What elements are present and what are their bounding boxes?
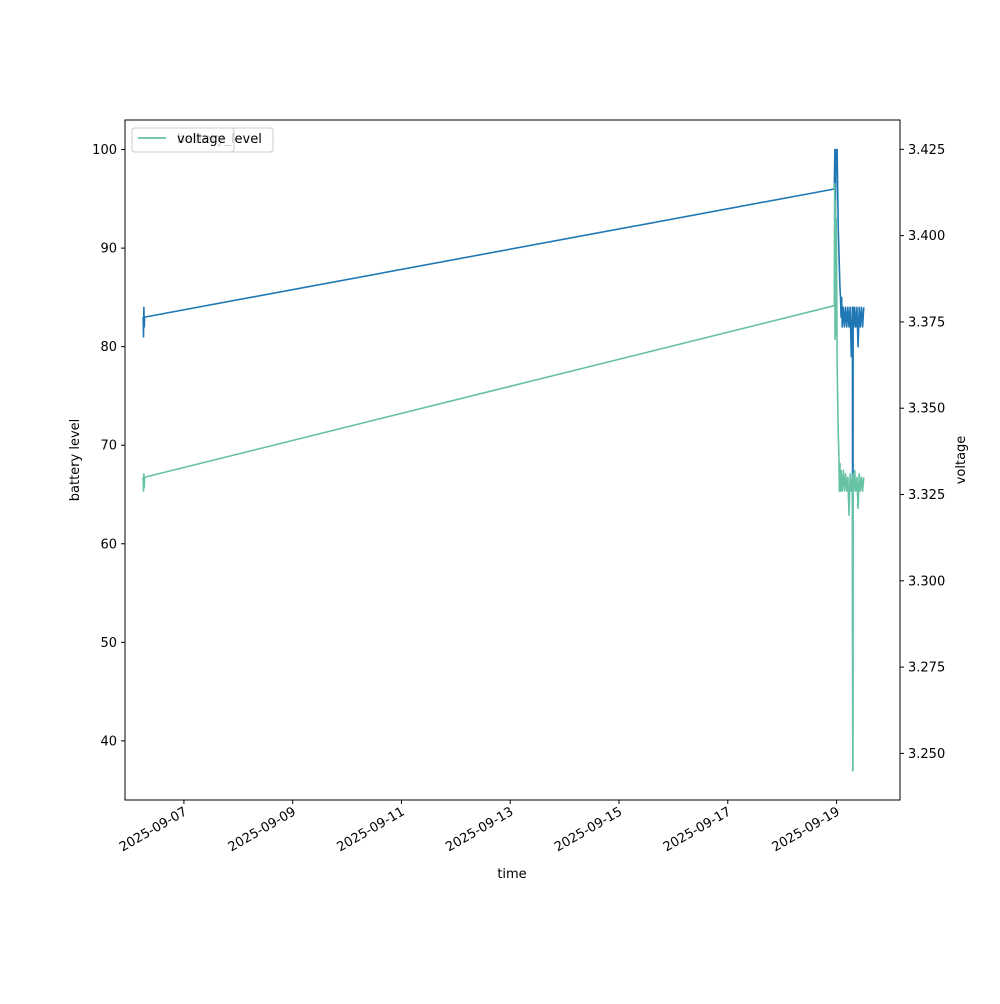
y-tick-label: 40	[100, 734, 117, 749]
y2-axis-label: voltage	[954, 436, 969, 485]
legend-label: voltage	[177, 132, 226, 147]
x-axis-label: time	[497, 867, 526, 882]
y-tick-label: 90	[100, 242, 117, 257]
y2-tick-label: 3.300	[908, 574, 945, 589]
y-tick-label: 80	[100, 340, 117, 355]
x-tick-label: 2025-09-17	[661, 804, 734, 855]
y-axis-ticks: 40 50 60 70 80 90 100	[92, 143, 125, 749]
x-tick-label: 2025-09-11	[335, 804, 408, 855]
y-tick-label: 60	[100, 537, 117, 552]
x-tick-label: 2025-09-19	[770, 804, 843, 855]
y-tick-label: 50	[100, 636, 117, 651]
y2-tick-label: 3.400	[908, 229, 945, 244]
x-tick-label: 2025-09-15	[552, 804, 625, 855]
x-axis-ticks: 2025-09-07 2025-09-09 2025-09-11 2025-09-13…	[117, 800, 843, 855]
y-tick-label: 100	[92, 143, 117, 158]
legend-box: voltage	[131, 127, 235, 153]
y2-axis-ticks: 3.250 3.275 3.300 3.325 3.350 3.375 3.400 3.425	[900, 143, 945, 762]
series-line-battery-level	[142, 148, 865, 772]
y-tick-label: 70	[100, 439, 117, 454]
y-axis-label: battery level	[68, 419, 83, 502]
plot-frame	[124, 119, 901, 801]
x-tick-label: 2025-09-09	[226, 804, 299, 855]
y2-tick-label: 3.350	[908, 402, 945, 417]
x-tick-label: 2025-09-13	[443, 804, 516, 855]
series-line-voltage	[142, 183, 865, 772]
y2-tick-label: 3.425	[908, 143, 945, 158]
y2-tick-label: 3.250	[908, 747, 945, 762]
legend-frame	[131, 127, 235, 153]
y2-tick-label: 3.275	[908, 661, 945, 676]
y2-tick-label: 3.375	[908, 315, 945, 330]
x-tick-label: 2025-09-07	[117, 804, 190, 855]
y2-tick-label: 3.325	[908, 488, 945, 503]
series-lines	[142, 148, 865, 772]
